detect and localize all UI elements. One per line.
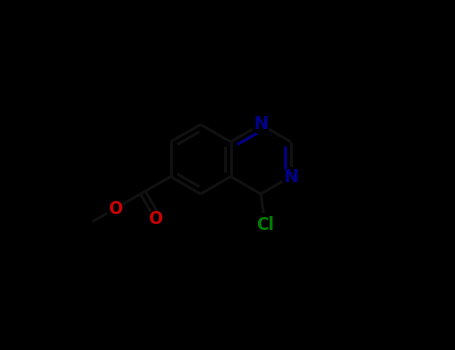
Text: O: O	[108, 200, 122, 218]
Circle shape	[147, 211, 163, 228]
Circle shape	[106, 201, 123, 217]
Text: N: N	[253, 116, 268, 133]
Text: O: O	[148, 210, 162, 229]
Circle shape	[282, 168, 300, 186]
Circle shape	[254, 214, 277, 236]
Text: Cl: Cl	[257, 216, 274, 234]
Circle shape	[252, 116, 269, 133]
Text: N: N	[283, 168, 298, 186]
